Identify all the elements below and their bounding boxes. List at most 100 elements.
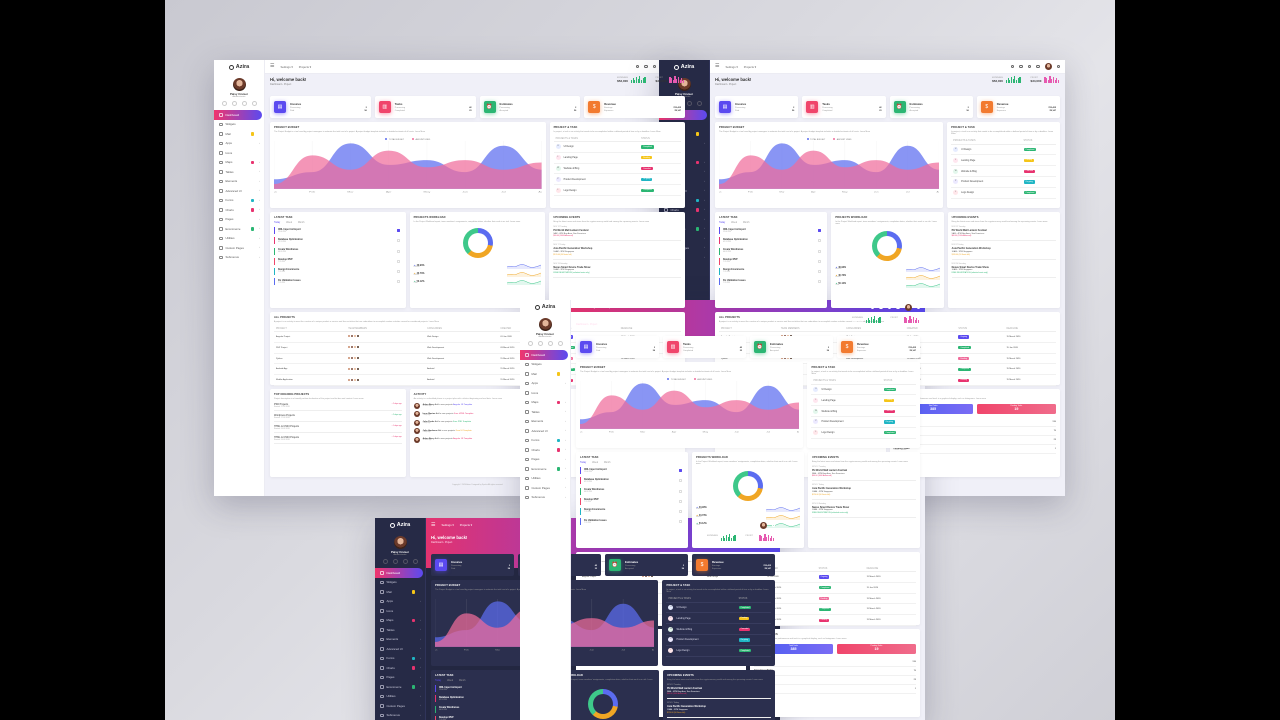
sidebar-item-charts[interactable]: Charts › bbox=[375, 663, 425, 673]
settings-icon[interactable] bbox=[527, 341, 533, 346]
activity-item[interactable]: Adam Berry Add a new projects Angular JS… bbox=[413, 436, 542, 443]
activity-item[interactable]: Adam Berry Add a new projects Angular JS… bbox=[413, 402, 542, 409]
tab-today[interactable]: Today bbox=[580, 462, 587, 464]
total-tasks-button[interactable]: Total Tasks 385 bbox=[893, 404, 973, 415]
ongoing-project-item[interactable]: Wordpress Projects • 2 days ago Started: … bbox=[274, 411, 402, 423]
fullscreen-icon[interactable] bbox=[734, 523, 738, 527]
task-item[interactable]: Database Optimization 02:13 PM bbox=[580, 477, 684, 485]
event-item[interactable]: NOV 24 Saturday Nexus Smart Device Trade… bbox=[812, 500, 916, 519]
profile-avatar[interactable] bbox=[1044, 63, 1052, 70]
sidebar-item-pages[interactable]: Pages › bbox=[214, 215, 264, 225]
sidebar-item-advanced-ui[interactable]: Advanced UI › bbox=[214, 186, 264, 196]
power-icon[interactable] bbox=[557, 341, 563, 346]
table-row[interactable]: UUI Design Completed bbox=[553, 141, 681, 153]
profile-icon[interactable] bbox=[402, 559, 408, 564]
notifications-icon[interactable] bbox=[1036, 64, 1040, 69]
task-checkbox[interactable] bbox=[396, 269, 400, 273]
sidebar-item-icons[interactable]: Icons bbox=[375, 606, 425, 616]
table-row[interactable]: PProduct Development On going bbox=[951, 176, 1056, 188]
sidebar-item-tables[interactable]: Tables › bbox=[520, 407, 570, 417]
user-avatar[interactable] bbox=[393, 536, 407, 549]
legend-item[interactable]: TOTAL BUDGET bbox=[385, 138, 404, 141]
settings-dropdown[interactable]: Settings ▾ bbox=[280, 64, 293, 69]
sidebar-item-utilities[interactable]: Utilities › bbox=[214, 234, 264, 244]
sidebar-item-mail[interactable]: Mail bbox=[520, 369, 570, 379]
task-checkbox[interactable] bbox=[679, 489, 682, 493]
table-row[interactable]: PProduct Development On going bbox=[666, 634, 771, 646]
tab-month[interactable]: Month bbox=[603, 462, 611, 464]
tab-month[interactable]: Month bbox=[458, 680, 466, 682]
sidebar-item-widgets[interactable]: Widgets bbox=[214, 120, 264, 130]
table-row[interactable]: LLogo Design Completed bbox=[811, 427, 916, 439]
task-checkbox[interactable] bbox=[679, 469, 682, 473]
task-item[interactable]: XML Import & Export 12:00 PM bbox=[719, 227, 823, 235]
tab-week[interactable]: Week bbox=[286, 222, 292, 224]
mail-icon[interactable] bbox=[537, 341, 543, 346]
task-item[interactable]: Design Ecommerce 7:15 PM bbox=[274, 267, 402, 275]
event-item[interactable]: NOV 12 Tuesday PH World Mall Lantern Fes… bbox=[667, 681, 771, 700]
table-row[interactable]: LLanding Page Pending bbox=[811, 394, 916, 407]
sidebar-item-dashboard[interactable]: Dashboard bbox=[375, 568, 423, 578]
fullscreen-icon[interactable] bbox=[644, 64, 648, 69]
hamburger-menu-icon[interactable]: ☰ bbox=[270, 63, 275, 69]
total-tasks-button[interactable]: Total Tasks 385 bbox=[754, 644, 833, 655]
sidebar-item-maps[interactable]: Maps › bbox=[214, 158, 264, 168]
sidebar-item-elements[interactable]: Elements › bbox=[520, 417, 570, 427]
sidebar-item-dashboard[interactable]: Dashboard bbox=[520, 350, 568, 360]
settings-icon[interactable] bbox=[221, 101, 227, 106]
kpi-card-estimates[interactable]: ⏰ Estimates Processing 2 Accepted 56 bbox=[889, 96, 973, 118]
task-item[interactable]: Create Wireframes 06:20 PM bbox=[274, 247, 402, 255]
task-checkbox[interactable] bbox=[679, 479, 682, 483]
sidebar-item-charts[interactable]: Charts › bbox=[659, 205, 709, 215]
app-logo[interactable]: Azira bbox=[214, 60, 264, 74]
hamburger-menu-icon[interactable]: ☰ bbox=[715, 63, 720, 69]
projects-dropdown[interactable]: Projects ▾ bbox=[459, 523, 473, 527]
task-item[interactable]: XML Import & Export 12:00 PM bbox=[274, 227, 402, 235]
profile-icon[interactable] bbox=[241, 101, 247, 106]
task-checkbox[interactable] bbox=[818, 280, 822, 284]
more-icon[interactable] bbox=[1056, 64, 1060, 69]
table-row[interactable]: UUI Design Completed bbox=[666, 602, 771, 614]
event-item[interactable]: NOV 24 Saturday Nexus Smart Device Trade… bbox=[553, 260, 682, 279]
tab-month[interactable]: Month bbox=[742, 222, 750, 224]
task-item[interactable]: Database Optimization 02:13 PM bbox=[719, 237, 823, 245]
messages-icon[interactable] bbox=[652, 64, 656, 69]
projects-dropdown[interactable]: Projects ▾ bbox=[743, 64, 757, 69]
sidebar-item-utilities[interactable]: Utilities › bbox=[520, 474, 570, 484]
table-row[interactable]: WWebsite & Blog Canceled bbox=[553, 163, 681, 175]
kpi-card-invoices[interactable]: ▤ Invoices Processing 2 Paid 56 bbox=[431, 554, 514, 576]
activity-item[interactable]: Julia Hardacre Add a new projects Free U… bbox=[413, 428, 542, 435]
legend-item[interactable]: AMOUNT USED bbox=[694, 378, 712, 381]
table-row[interactable]: LLanding Page Pending bbox=[553, 152, 681, 164]
search-icon[interactable] bbox=[725, 523, 729, 527]
legend-item[interactable]: AMOUNT USED bbox=[412, 138, 430, 141]
ongoing-project-item[interactable]: PSD Projects • 2 days ago Started: 17.02.… bbox=[274, 400, 402, 412]
table-row[interactable]: UUI Design Completed bbox=[811, 384, 916, 396]
notifications-icon[interactable] bbox=[896, 305, 900, 309]
pending-tasks-button[interactable]: Pending Tasks 19 bbox=[976, 404, 1056, 415]
more-icon[interactable] bbox=[771, 523, 775, 527]
sidebar-item-mail[interactable]: Mail bbox=[375, 587, 425, 597]
sidebar-item-tables[interactable]: Tables › bbox=[375, 625, 425, 635]
kpi-card-revenue[interactable]: $ Revenue Earnings $15,425 Expenses $8,147 bbox=[976, 96, 1060, 118]
event-item[interactable]: NOV 24 Saturday Nexus Smart Device Trade… bbox=[951, 260, 1056, 279]
projects-dropdown[interactable]: Projects ▾ bbox=[604, 305, 618, 309]
event-item[interactable]: NOV 12 Tuesday PH World Mall Lantern Fes… bbox=[812, 463, 916, 482]
task-item[interactable]: Design Ecommerce 7:15 PM bbox=[580, 507, 684, 515]
sidebar-item-apps[interactable]: Apps › bbox=[214, 139, 264, 149]
app-logo[interactable]: Azira bbox=[659, 60, 709, 74]
kpi-card-revenue[interactable]: $ Revenue Earnings $15,425 Expenses $8,147 bbox=[584, 96, 685, 118]
table-row[interactable]: LLogo Design Completed bbox=[951, 187, 1056, 199]
mail-icon[interactable] bbox=[392, 559, 398, 564]
profile-avatar[interactable] bbox=[759, 521, 767, 529]
sidebar-item-widgets[interactable]: Widgets bbox=[520, 360, 570, 370]
activity-item[interactable]: Irene Maxine Add a new projects Free HTM… bbox=[413, 411, 542, 418]
event-item[interactable]: NOV 17 Friday Asia Pacific Generation Wo… bbox=[951, 241, 1056, 260]
sidebar-item-advanced-ui[interactable]: Advanced UI › bbox=[520, 426, 570, 436]
sidebar-item-apps[interactable]: Apps › bbox=[375, 597, 425, 607]
sidebar-item-apps[interactable]: Apps › bbox=[520, 379, 570, 389]
more-icon[interactable] bbox=[916, 305, 920, 309]
